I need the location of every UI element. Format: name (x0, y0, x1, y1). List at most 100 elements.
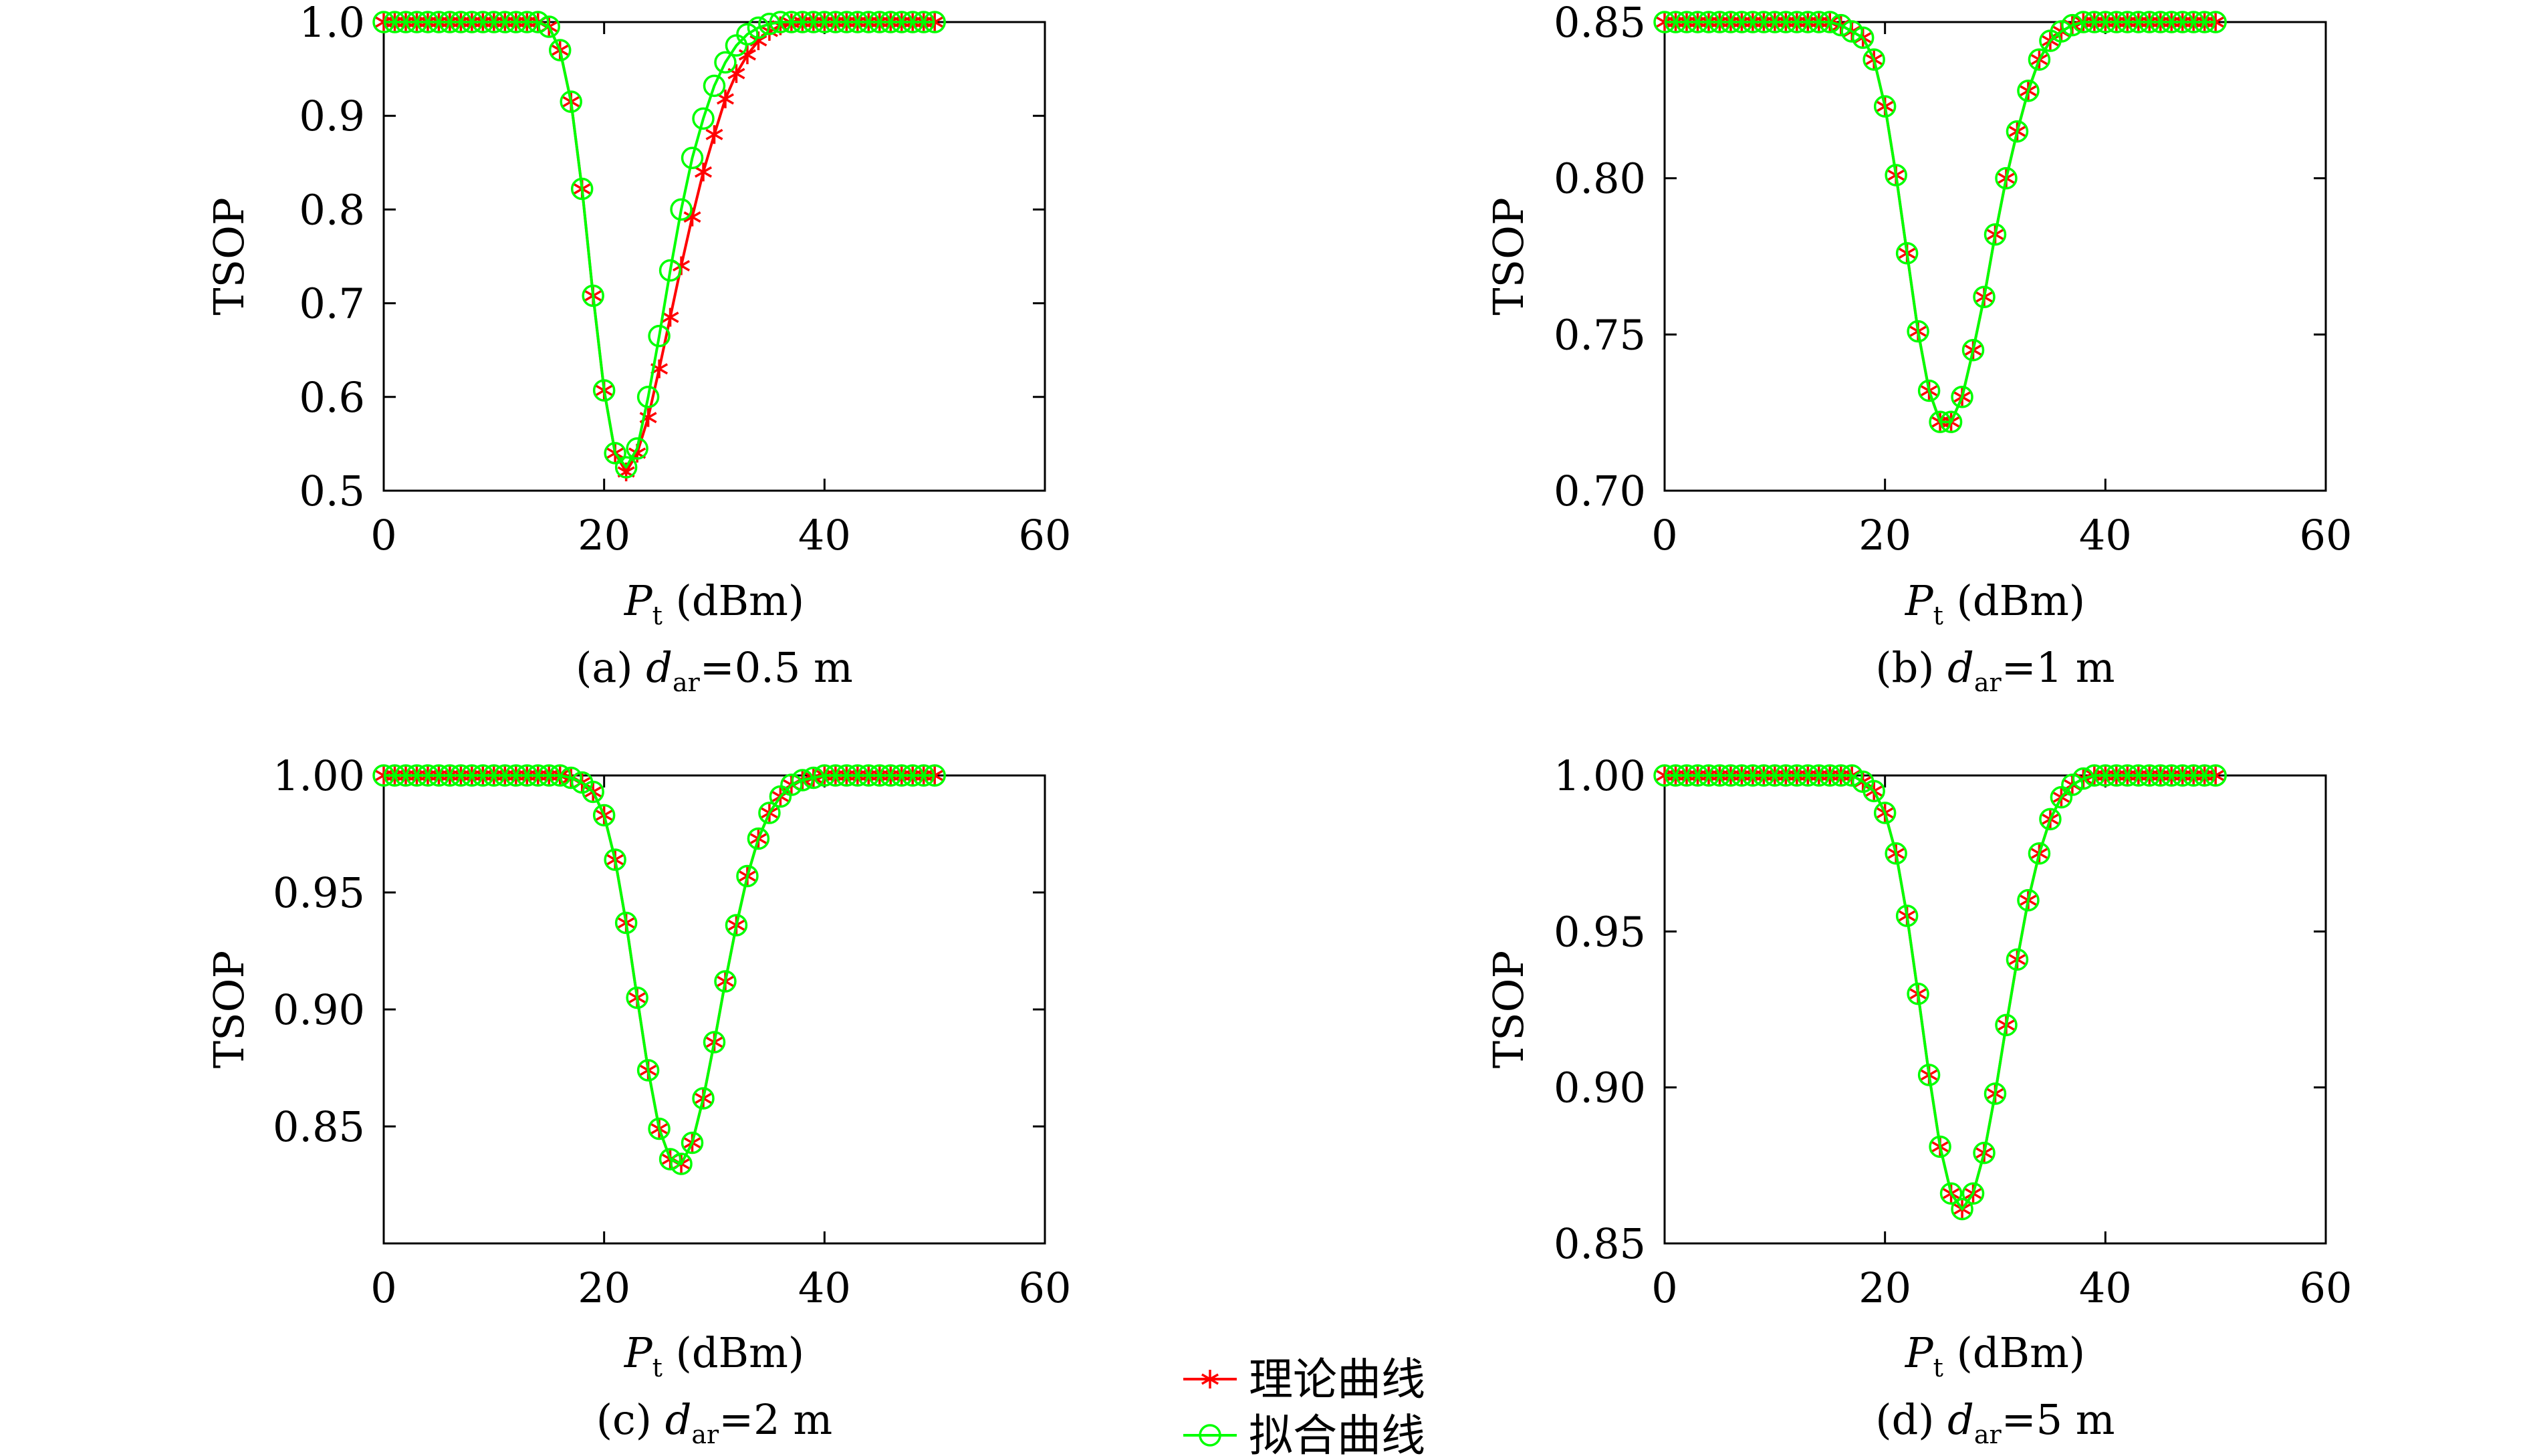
data-point-circle (1752, 764, 1776, 787)
caption-sub: ar (1974, 1420, 2002, 1449)
circle-shape (2204, 764, 2227, 787)
star-stroke (727, 68, 745, 80)
series-theory (375, 13, 944, 481)
circle-shape (681, 146, 704, 170)
legend-marker-shape (1201, 1370, 1219, 1388)
data-point-circle (714, 970, 737, 993)
circle-shape (1885, 842, 1907, 865)
y-tick-label: 0.90 (273, 985, 365, 1034)
data-point-circle (769, 11, 792, 33)
circle-shape (879, 764, 902, 787)
circle-shape (1829, 764, 1852, 787)
caption-value: =5 m (2002, 1395, 2115, 1444)
data-point-circle (2017, 888, 2040, 912)
circle-shape (2127, 11, 2150, 33)
circle-shape (604, 848, 626, 871)
panel-caption: (c) dar=2 m (596, 1395, 832, 1449)
circle-shape (813, 11, 836, 33)
circle-shape (537, 15, 560, 38)
data-point-circle (923, 11, 946, 33)
legend: 理论曲线 拟合曲线 (1183, 1354, 1425, 1456)
caption-gap (1934, 643, 1947, 692)
data-point-circle (703, 1031, 726, 1054)
x-tick-label: 40 (2079, 511, 2132, 560)
caption-gap (652, 1395, 665, 1444)
circle-shape (2083, 11, 2106, 33)
data-point-circle (1664, 11, 1687, 33)
circle-shape (1653, 11, 1676, 33)
data-point-circle (901, 764, 924, 787)
circle-shape (1818, 764, 1841, 787)
circle-shape (868, 11, 891, 33)
data-point-circle (2006, 948, 2029, 971)
data-point-circle (824, 764, 847, 787)
data-point-circle (505, 764, 527, 787)
circle-shape (1939, 410, 1963, 433)
data-point-circle (582, 284, 604, 308)
data-point-circle (372, 764, 395, 787)
circle-shape (1840, 764, 1863, 787)
caption-prefix: (c) (596, 1395, 652, 1444)
data-point-circle (493, 11, 517, 33)
caption-sub: ar (1974, 668, 2002, 697)
circle-shape (658, 1148, 682, 1171)
x-axis-title: Pt (dBm) (1905, 576, 2085, 630)
circle-shape (1808, 764, 1830, 787)
data-point-circle (2028, 48, 2051, 71)
star-stroke (738, 49, 756, 61)
circle-shape (1873, 95, 1897, 118)
circle-shape (2028, 842, 2051, 865)
x-tick-label: 40 (798, 511, 851, 560)
x-tick-label: 40 (798, 1263, 851, 1312)
circle-shape (1697, 764, 1720, 787)
circle-shape (427, 11, 451, 33)
circle-shape (1719, 11, 1742, 33)
circle-shape (681, 1131, 704, 1155)
x-axis-var: P (1905, 1328, 1934, 1377)
data-point-circle (592, 379, 616, 402)
data-point-circle (537, 764, 560, 787)
data-point-circle (515, 764, 539, 787)
circle-shape (1983, 223, 2007, 246)
circle-shape (2116, 764, 2139, 787)
data-point-circle (1653, 764, 1676, 787)
x-axis-var: P (1905, 576, 1934, 625)
data-point-circle (1719, 764, 1742, 787)
circle-shape (758, 13, 781, 35)
caption-gap (1934, 1395, 1947, 1444)
circle-shape (439, 764, 461, 787)
circle-shape (824, 764, 847, 787)
circle-shape (648, 324, 671, 348)
series-line (384, 21, 935, 469)
data-point-circle (923, 764, 946, 787)
data-point-circle (802, 766, 825, 790)
circle-shape (1829, 13, 1852, 37)
circle-shape (670, 1152, 693, 1175)
data-point-circle (747, 16, 770, 39)
circle-shape (1730, 764, 1754, 787)
data-point-circle (1951, 1197, 1973, 1221)
series-line (1665, 774, 2216, 1211)
series-line (1665, 21, 2216, 424)
circle-shape (2028, 48, 2051, 71)
x-tick-label: 60 (1019, 1263, 1072, 1312)
circle-shape (2105, 764, 2128, 787)
series-fit (1653, 11, 2227, 433)
data-point-circle (1929, 1135, 1951, 1159)
data-point-circle (1796, 11, 1820, 33)
data-point-circle (614, 911, 638, 935)
data-point-circle (2083, 764, 2106, 787)
circle-shape (2116, 11, 2139, 33)
data-point-star (716, 89, 734, 108)
circle-shape (1939, 1182, 1963, 1205)
x-axis-sub: t (652, 1353, 663, 1382)
data-point-circle (383, 11, 406, 33)
y-tick-label: 0.95 (273, 868, 365, 917)
circle-shape (1862, 779, 1885, 803)
data-point-circle (1917, 1064, 1941, 1086)
data-point-circle (2182, 11, 2205, 33)
data-point-circle (835, 764, 858, 787)
data-point-circle (1686, 764, 1709, 787)
circle-shape (471, 11, 495, 33)
circle-shape (1752, 11, 1776, 33)
